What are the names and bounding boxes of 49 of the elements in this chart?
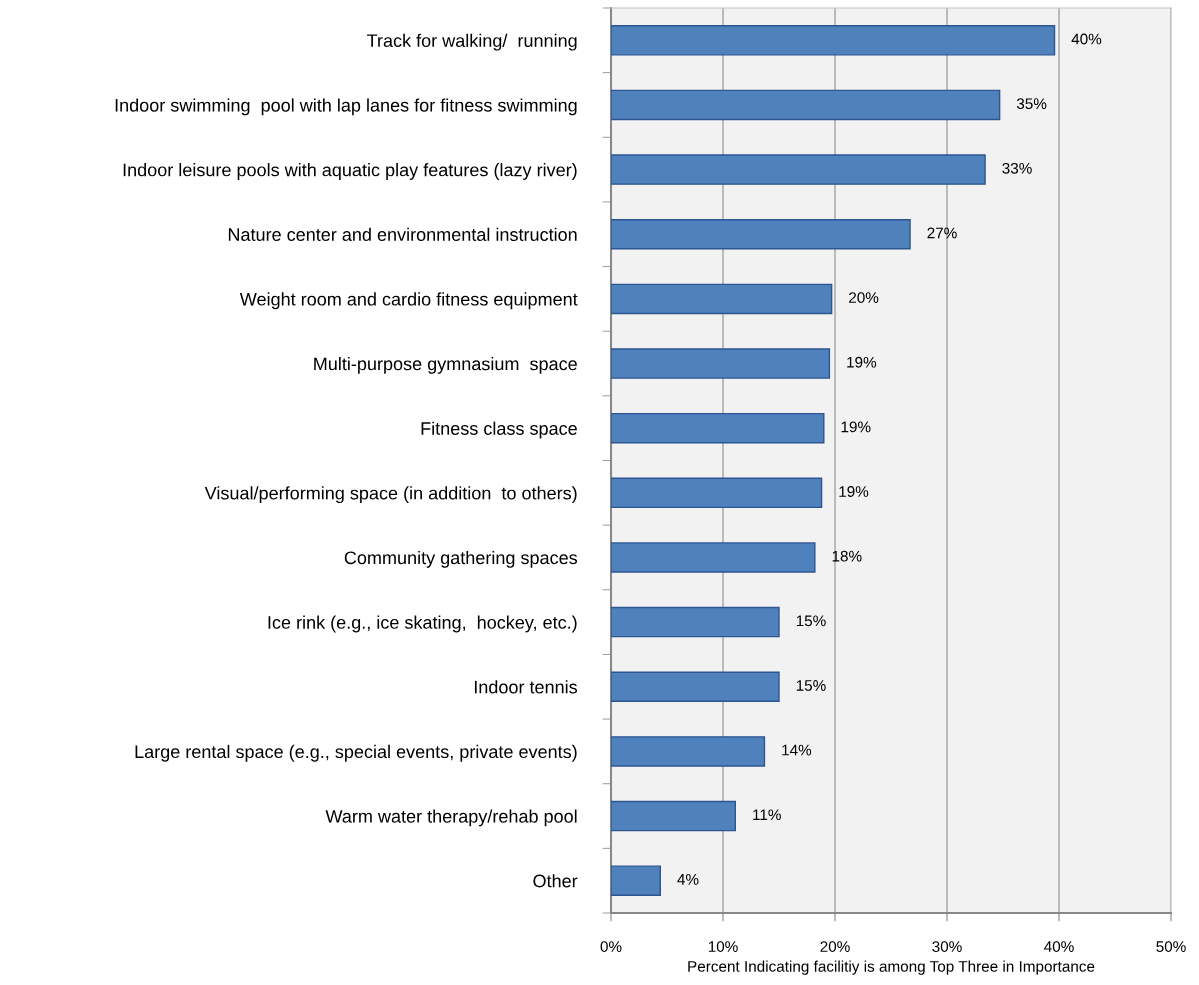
y-tick-label: Nature center and environmental instruction: [228, 227, 577, 241]
data-label: 11%: [753, 809, 781, 821]
bar: [611, 348, 831, 379]
data-label: 15%: [796, 615, 826, 627]
x-tick-label: 30%: [932, 941, 962, 952]
data-label: 4%: [677, 874, 699, 885]
y-tick-label: Large rental space (e.g., special events, private events): [135, 744, 577, 762]
bar: [611, 736, 766, 767]
data-label: 18%: [832, 550, 862, 562]
x-tick-label: 0%: [600, 941, 622, 952]
data-label: 14%: [782, 744, 812, 756]
y-tick-label: Warm water therapy/rehab pool: [325, 809, 577, 827]
x-tick-label: 50%: [1156, 941, 1186, 952]
y-tick-label: Multi-purpose gymnasium space: [314, 356, 577, 374]
bar: [611, 25, 1056, 56]
y-tick-label: Indoor swimming pool with lap lanes for fitness swimming: [115, 98, 577, 116]
y-tick-label: Ice rink (e.g., ice skating, hockey, etc.): [268, 615, 577, 633]
bar: [611, 477, 823, 509]
data-label: 40%: [1071, 33, 1102, 45]
bar: [611, 89, 1001, 121]
x-tick-label: 40%: [1044, 941, 1074, 952]
y-tick-label: Community gathering spaces: [344, 550, 578, 568]
bar: [611, 800, 737, 832]
bar: [611, 606, 780, 638]
bar: [611, 542, 816, 573]
x-tick-label: 10%: [708, 941, 738, 952]
y-tick-label: Indoor leisure pools with aquatic play features (lazy river): [123, 163, 577, 180]
data-label: 33%: [1002, 162, 1032, 174]
y-tick-label: Fitness class space: [421, 421, 577, 439]
x-tick-label: 20%: [820, 941, 850, 952]
x-axis-title: Percent Indicating facilitiy is among Top Three in Importance: [688, 960, 1095, 975]
data-label: 35%: [1016, 98, 1047, 110]
data-label: 19%: [841, 421, 871, 433]
bar: [611, 219, 911, 250]
y-tick-label: Indoor tennis: [474, 680, 578, 694]
y-tick-label: Other: [533, 874, 578, 888]
data-label: 19%: [839, 486, 869, 497]
bar: [611, 283, 833, 315]
data-label: 27%: [927, 227, 957, 239]
y-tick-label: Visual/performing space (in addition to others): [204, 486, 577, 504]
bar: [611, 154, 986, 185]
y-tick-label: Weight room and cardio fitness equipment: [239, 292, 578, 310]
data-label: 19%: [847, 356, 877, 368]
data-label: 20%: [849, 292, 879, 303]
y-tick-label: Track for walking/ running: [367, 33, 577, 51]
bar: [611, 671, 780, 702]
data-label: 15%: [796, 680, 826, 691]
bar: [611, 412, 825, 444]
bar: [611, 865, 661, 896]
